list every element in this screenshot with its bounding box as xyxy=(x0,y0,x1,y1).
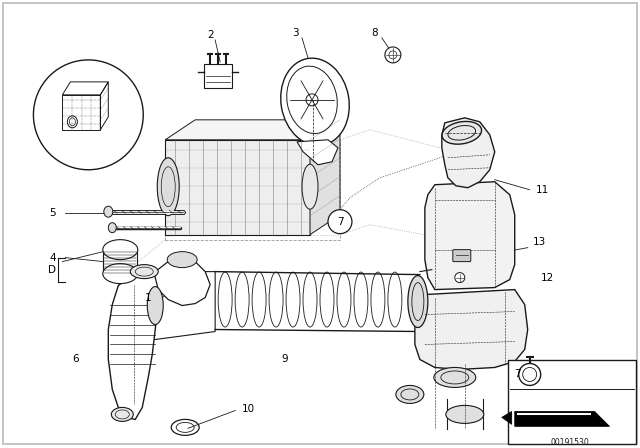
Polygon shape xyxy=(156,258,210,306)
Ellipse shape xyxy=(302,164,318,209)
Ellipse shape xyxy=(408,276,428,327)
Polygon shape xyxy=(310,120,340,235)
FancyBboxPatch shape xyxy=(453,250,471,262)
Ellipse shape xyxy=(281,58,349,146)
Ellipse shape xyxy=(446,405,484,423)
Ellipse shape xyxy=(172,419,199,435)
Polygon shape xyxy=(131,271,215,340)
Ellipse shape xyxy=(104,206,113,217)
Text: 13: 13 xyxy=(533,237,547,247)
Polygon shape xyxy=(442,118,495,188)
Text: D: D xyxy=(49,265,56,275)
Polygon shape xyxy=(415,289,528,370)
Ellipse shape xyxy=(442,121,481,144)
Ellipse shape xyxy=(131,265,158,279)
Text: 7: 7 xyxy=(337,217,343,227)
Text: 7: 7 xyxy=(515,370,521,379)
Ellipse shape xyxy=(434,367,476,388)
Ellipse shape xyxy=(103,240,138,260)
Ellipse shape xyxy=(108,223,116,233)
Text: 8: 8 xyxy=(372,28,378,38)
Circle shape xyxy=(328,210,352,234)
Bar xyxy=(508,361,636,444)
Circle shape xyxy=(33,60,143,170)
Ellipse shape xyxy=(147,287,163,324)
Text: 10: 10 xyxy=(241,405,255,414)
Text: 2: 2 xyxy=(207,30,214,40)
Text: 4: 4 xyxy=(49,253,56,263)
Ellipse shape xyxy=(167,252,197,267)
Text: 1: 1 xyxy=(145,293,152,302)
Polygon shape xyxy=(165,120,340,140)
Text: 6: 6 xyxy=(72,354,79,365)
Polygon shape xyxy=(108,270,160,419)
Circle shape xyxy=(385,47,401,63)
Polygon shape xyxy=(165,140,310,235)
Text: 11: 11 xyxy=(536,185,549,195)
Polygon shape xyxy=(297,140,338,165)
Text: 00191530: 00191530 xyxy=(550,438,589,447)
Ellipse shape xyxy=(103,263,138,284)
Circle shape xyxy=(455,272,465,283)
Text: 9: 9 xyxy=(282,354,289,365)
Polygon shape xyxy=(425,182,515,289)
Text: 3: 3 xyxy=(292,28,298,38)
Ellipse shape xyxy=(157,158,179,215)
Bar xyxy=(165,140,340,240)
Polygon shape xyxy=(515,411,609,426)
Ellipse shape xyxy=(396,385,424,403)
Polygon shape xyxy=(502,411,512,424)
Text: 5: 5 xyxy=(49,208,56,218)
Text: 12: 12 xyxy=(541,272,554,283)
Ellipse shape xyxy=(111,407,133,422)
